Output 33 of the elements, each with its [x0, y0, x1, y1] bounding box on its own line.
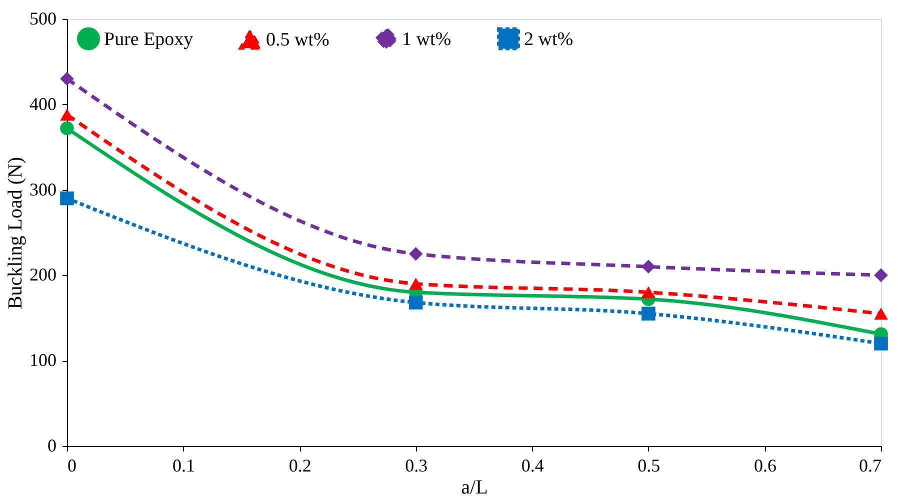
x-tick-label: 0.5	[638, 456, 660, 476]
legend-label: 1 wt%	[402, 28, 452, 50]
legend-label: 0.5 wt%	[266, 29, 330, 50]
x-tick-label: 0	[68, 456, 76, 476]
x-tick-label: 0.6	[754, 456, 776, 476]
point	[874, 268, 888, 282]
y-axis-title: Buckling Load (N)	[4, 156, 26, 310]
point	[642, 286, 656, 298]
point	[642, 260, 656, 274]
point	[60, 72, 74, 86]
point	[408, 246, 423, 261]
x-tick-label: 0.4	[521, 456, 544, 476]
legend-label: Pure Epoxy	[104, 28, 194, 50]
y-tick-label: 400	[30, 94, 56, 114]
x-axis-title: a/L	[461, 476, 488, 498]
y-tick-label: 200	[30, 264, 56, 285]
y-tick-label: 500	[30, 8, 56, 28]
legend-label: 2 wt%	[524, 28, 574, 50]
point	[408, 296, 423, 310]
point	[874, 308, 888, 320]
point	[60, 121, 74, 136]
point	[642, 306, 656, 321]
point	[874, 336, 888, 350]
point	[60, 191, 74, 206]
y-tick-label: 0	[48, 436, 56, 456]
x-tick-label: 0.1	[172, 456, 196, 476]
x-tick-label: 0.7	[859, 456, 882, 476]
point	[60, 108, 74, 121]
point	[408, 278, 423, 290]
x-tick-label: 0.2	[288, 456, 312, 476]
y-tick-label: 300	[30, 179, 56, 200]
x-tick-label: 0.3	[405, 456, 428, 476]
y-tick-label: 100	[30, 350, 56, 370]
